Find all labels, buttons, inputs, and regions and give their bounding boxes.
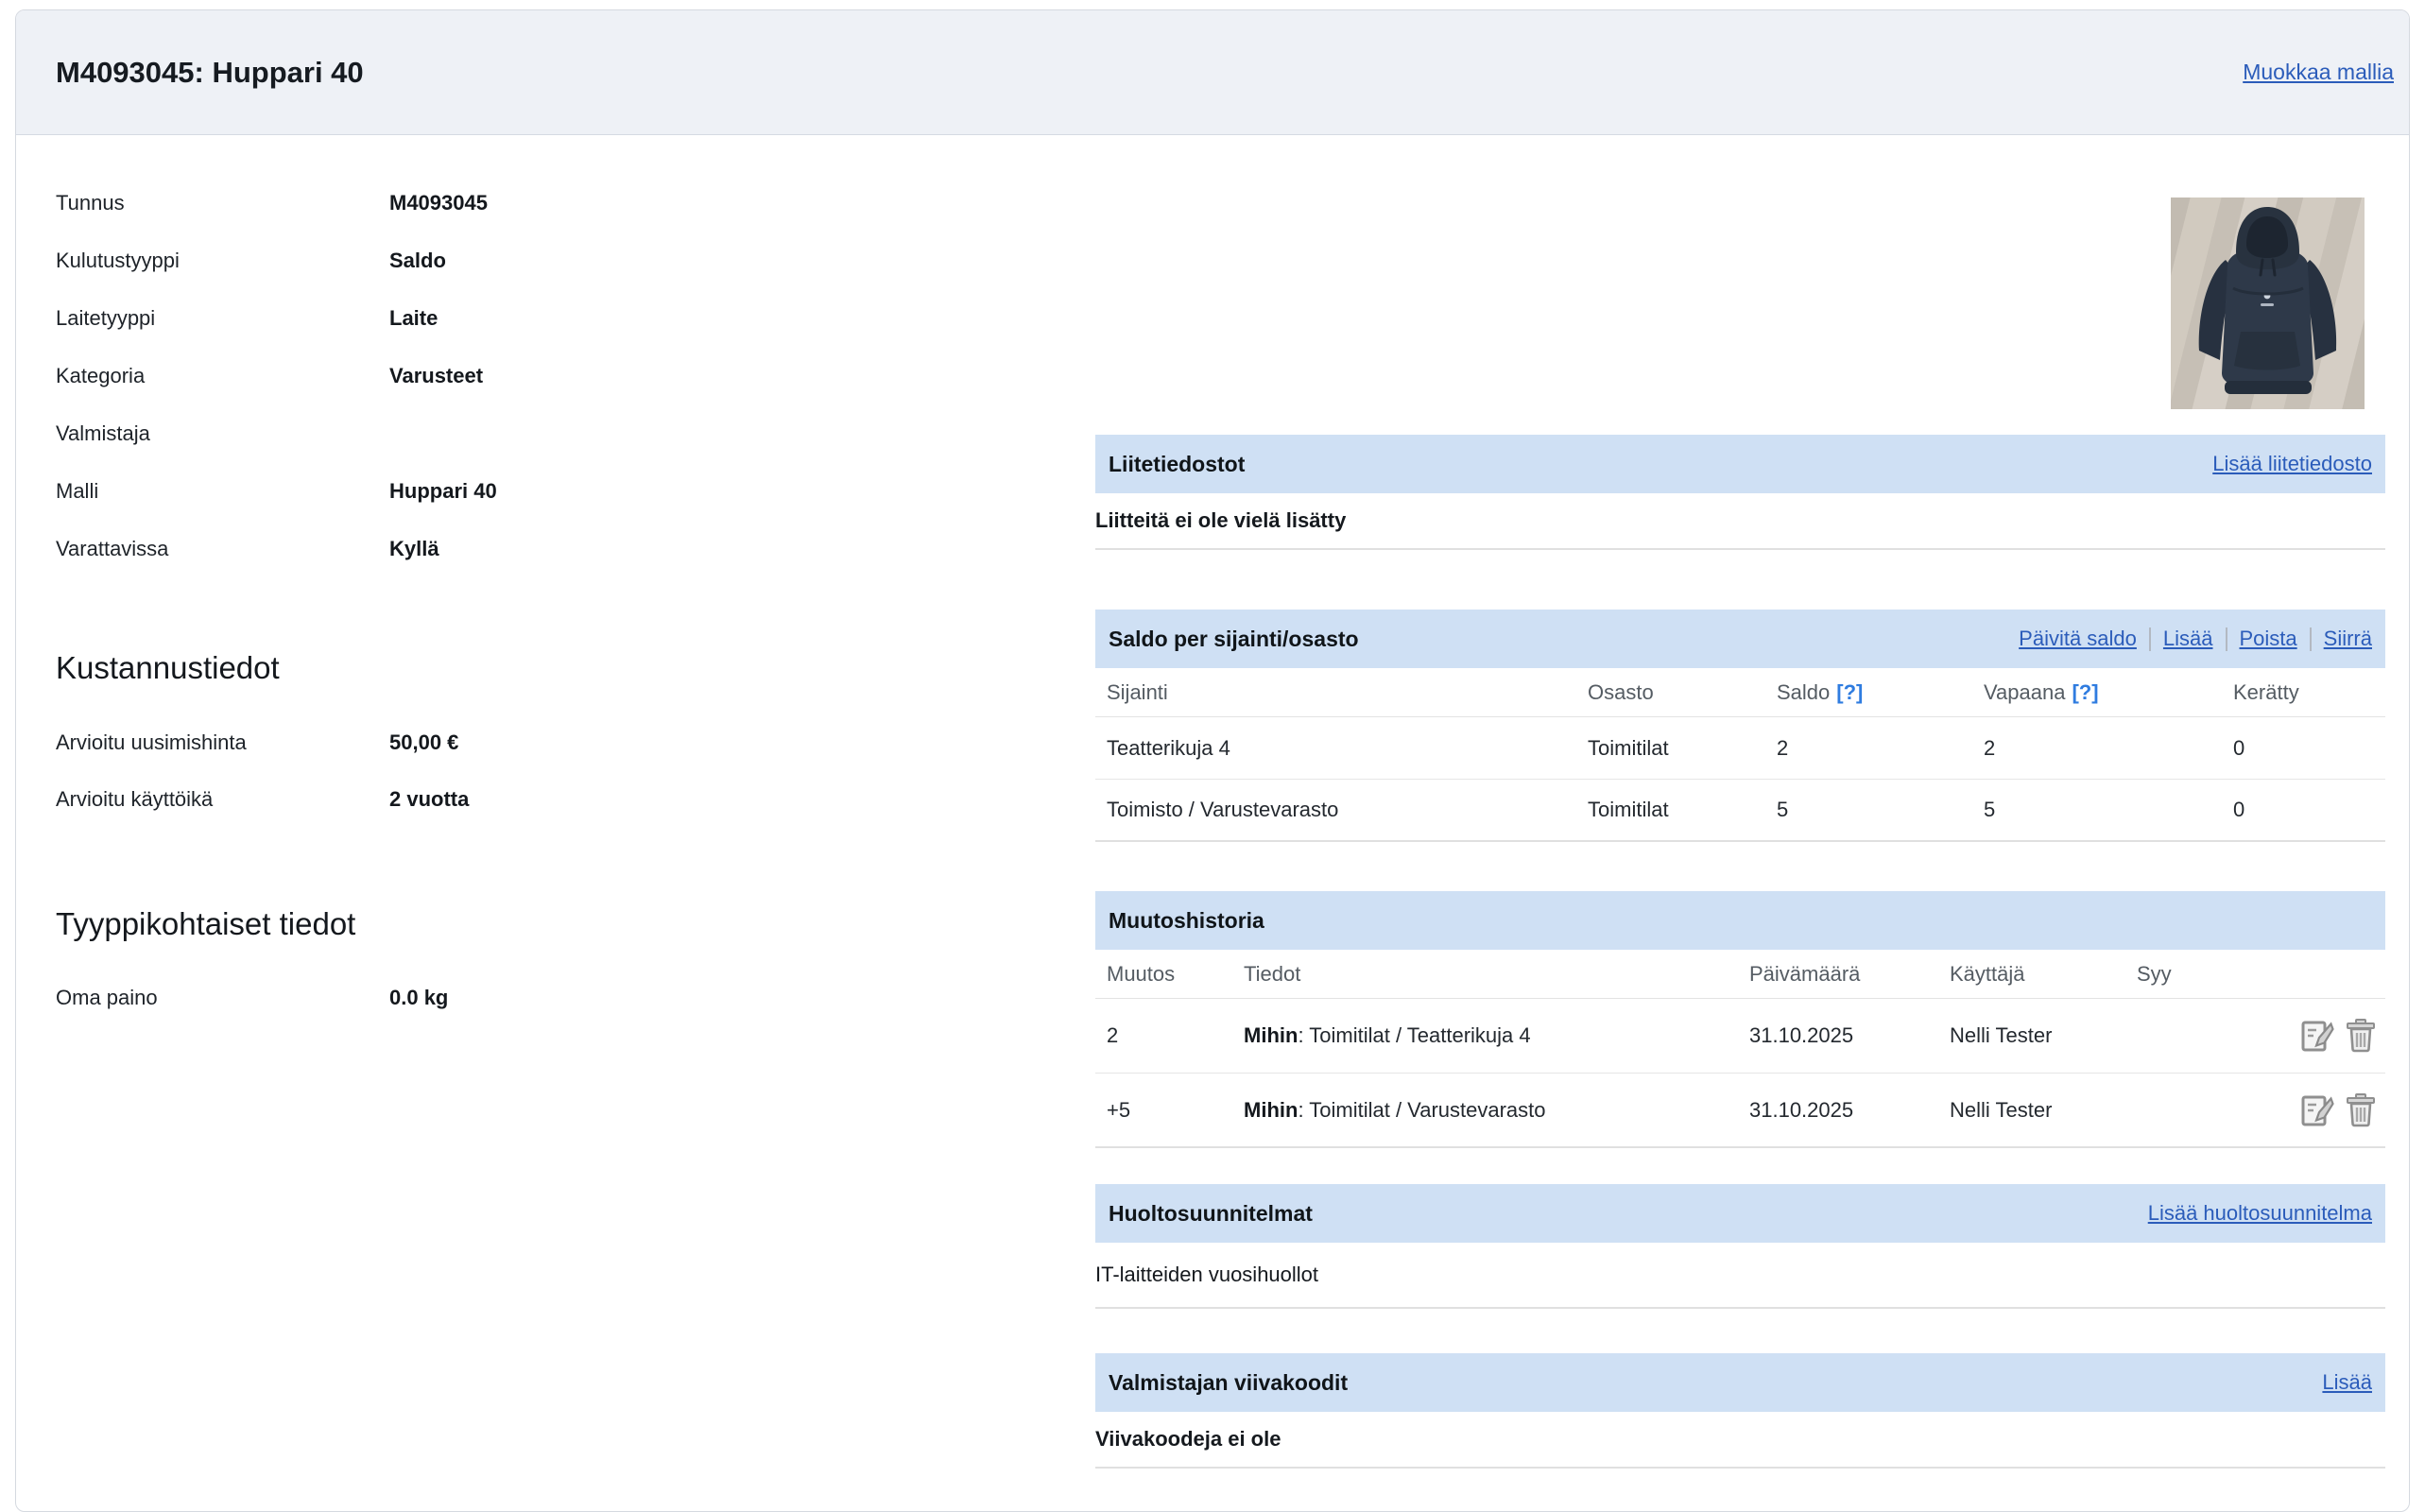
asset-details-list: Tunnus M4093045 Kulutustyyppi Saldo Lait… xyxy=(56,174,497,577)
detail-value-tunnus: M4093045 xyxy=(389,190,488,215)
detail-value-varattavissa: Kyllä xyxy=(389,536,439,560)
attachments-section: Liitetiedostot Lisää liitetiedosto Liitt… xyxy=(1095,435,2385,550)
detail-label-valmistaja: Valmistaja xyxy=(56,421,150,445)
detail-value-laitetyyppi: Laite xyxy=(389,305,439,330)
link-separator xyxy=(2225,627,2227,651)
cost-value-kayttoika: 2 vuotta xyxy=(389,787,470,811)
history-row: 2 Mihin: Toimitilat / Teatterikuja 4 31.… xyxy=(1095,999,2385,1074)
col-saldo: Saldo [?] xyxy=(1777,679,1864,704)
balance-row: Teatterikuja 4 Toimitilat 2 2 0 xyxy=(1095,717,2385,780)
balance-title: Saldo per sijainti/osasto xyxy=(1109,626,1359,651)
type-value-oma-paino: 0.0 kg xyxy=(389,986,449,1009)
edit-history-icon[interactable] xyxy=(2300,1092,2334,1128)
remove-balance-link[interactable]: Poista xyxy=(2239,627,2297,650)
vapaana-help-icon[interactable]: [?] xyxy=(2072,679,2099,704)
barcodes-section: Valmistajan viivakoodit Lisää Viivakoode… xyxy=(1095,1353,2385,1469)
hoodie-illustration xyxy=(2171,198,2365,409)
col-kayttaja: Käyttäjä xyxy=(1950,961,2025,986)
detail-label-varattavissa: Varattavissa xyxy=(56,536,169,560)
balance-row: Toimisto / Varustevarasto Toimitilat 5 5… xyxy=(1095,780,2385,842)
cell-keratty: 0 xyxy=(2233,798,2245,821)
cell-change: +5 xyxy=(1107,1097,1131,1122)
card-body: Tunnus M4093045 Kulutustyyppi Saldo Lait… xyxy=(16,135,2409,1511)
saldo-help-icon[interactable]: [?] xyxy=(1836,679,1864,704)
col-keratty: Kerätty xyxy=(2233,679,2299,704)
cell-date: 31.10.2025 xyxy=(1749,1097,1854,1122)
cost-section-heading: Kustannustiedot xyxy=(56,650,280,685)
page-title: M4093045: Huppari 40 xyxy=(56,55,364,89)
type-section-heading: Tyyppikohtaiset tiedot xyxy=(56,906,356,941)
col-syy: Syy xyxy=(2137,961,2172,986)
history-section: Muutoshistoria Muutos Tiedot Päivämäärä … xyxy=(1095,891,2385,1148)
cost-details-list: Arvioitu uusimishinta 50,00 € Arvioitu k… xyxy=(56,714,469,828)
detail-label-laitetyyppi: Laitetyyppi xyxy=(56,305,156,330)
asset-detail-card: M4093045: Huppari 40 Muokkaa mallia Tunn… xyxy=(15,9,2410,1512)
col-muutos: Muutos xyxy=(1107,961,1176,986)
edit-model-link[interactable]: Muokkaa mallia xyxy=(2243,60,2394,84)
balance-table-header: Sijainti Osasto Saldo [?] Vapaana [?] Kerä… xyxy=(1095,668,2385,717)
barcodes-empty-text: Viivakoodeja ei ole xyxy=(1095,1412,2385,1469)
detail-value-kulutustyyppi: Saldo xyxy=(389,248,446,272)
detail-value-kategoria: Varusteet xyxy=(389,363,484,387)
product-photo xyxy=(2171,198,2365,409)
cell-user: Nelli Tester xyxy=(1950,1023,2053,1047)
cell-keratty: 0 xyxy=(2233,735,2245,760)
history-header-bar: Muutoshistoria xyxy=(1095,891,2385,950)
cell-vapaana: 2 xyxy=(1984,735,1996,760)
delete-history-icon[interactable] xyxy=(2346,1018,2376,1054)
link-separator xyxy=(2148,627,2151,651)
cell-saldo: 2 xyxy=(1777,735,1789,760)
cell-user: Nelli Tester xyxy=(1950,1097,2053,1122)
cell-detail: Mihin: Toimitilat / Teatterikuja 4 xyxy=(1244,1023,1531,1047)
detail-label-kulutustyyppi: Kulutustyyppi xyxy=(56,248,180,272)
move-balance-link[interactable]: Siirrä xyxy=(2323,627,2372,650)
detail-label-tunnus: Tunnus xyxy=(56,190,125,215)
cell-detail: Mihin: Toimitilat / Varustevarasto xyxy=(1244,1097,1546,1122)
col-paivamaara: Päivämäärä xyxy=(1749,961,1861,986)
col-sijainti: Sijainti xyxy=(1107,679,1168,704)
cell-change: 2 xyxy=(1107,1023,1119,1047)
cell-saldo: 5 xyxy=(1777,798,1789,821)
cell-vapaana: 5 xyxy=(1984,798,1996,821)
cost-label-kayttoika: Arvioitu käyttöikä xyxy=(56,787,214,811)
barcodes-title: Valmistajan viivakoodit xyxy=(1109,1369,1349,1395)
cell-sijainti: Toimisto / Varustevarasto xyxy=(1107,798,1339,821)
edit-history-icon[interactable] xyxy=(2300,1018,2334,1054)
cell-osasto: Toimitilat xyxy=(1588,735,1669,760)
cell-osasto: Toimitilat xyxy=(1588,798,1669,821)
col-vapaana: Vapaana [?] xyxy=(1984,679,2099,704)
attachments-title: Liitetiedostot xyxy=(1109,451,1246,476)
maintenance-section: Huoltosuunnitelmat Lisää huoltosuunnitel… xyxy=(1095,1184,2385,1309)
maintenance-header-bar: Huoltosuunnitelmat Lisää huoltosuunnitel… xyxy=(1095,1184,2385,1243)
add-maintenance-link[interactable]: Lisää huoltosuunnitelma xyxy=(2147,1201,2372,1225)
cost-value-uusimishinta: 50,00 € xyxy=(389,730,459,754)
attachments-empty-text: Liitteitä ei ole vielä lisätty xyxy=(1095,493,2385,550)
balance-header-bar: Saldo per sijainti/osasto Päivitä saldo … xyxy=(1095,610,2385,668)
barcodes-header-bar: Valmistajan viivakoodit Lisää xyxy=(1095,1353,2385,1412)
maintenance-title: Huoltosuunnitelmat xyxy=(1109,1200,1313,1226)
add-barcode-link[interactable]: Lisää xyxy=(2322,1370,2372,1394)
maintenance-item[interactable]: IT-laitteiden vuosihuollot xyxy=(1095,1243,2385,1309)
col-osasto: Osasto xyxy=(1588,679,1654,704)
update-balance-link[interactable]: Päivitä saldo xyxy=(2019,627,2137,650)
detail-label-kategoria: Kategoria xyxy=(56,363,146,387)
history-row: +5 Mihin: Toimitilat / Varustevarasto 31… xyxy=(1095,1074,2385,1148)
detail-label-malli: Malli xyxy=(56,478,99,503)
detail-value-malli: Huppari 40 xyxy=(389,478,497,503)
type-details-list: Oma paino 0.0 kg xyxy=(56,970,448,1026)
link-separator xyxy=(2309,627,2312,651)
balance-section: Saldo per sijainti/osasto Päivitä saldo … xyxy=(1095,610,2385,842)
history-table-header: Muutos Tiedot Päivämäärä Käyttäjä Syy xyxy=(1095,950,2385,999)
col-tiedot: Tiedot xyxy=(1244,961,1301,986)
card-header: M4093045: Huppari 40 Muokkaa mallia xyxy=(16,10,2409,135)
attachments-header-bar: Liitetiedostot Lisää liitetiedosto xyxy=(1095,435,2385,493)
history-title: Muutoshistoria xyxy=(1109,907,1264,933)
cost-label-uusimishinta: Arvioitu uusimishinta xyxy=(56,730,247,754)
add-attachment-link[interactable]: Lisää liitetiedosto xyxy=(2212,452,2372,475)
add-balance-link[interactable]: Lisää xyxy=(2162,627,2213,650)
delete-history-icon[interactable] xyxy=(2346,1092,2376,1128)
cell-sijainti: Teatterikuja 4 xyxy=(1107,735,1230,760)
type-label-oma-paino: Oma paino xyxy=(56,986,158,1009)
cell-date: 31.10.2025 xyxy=(1749,1023,1854,1047)
